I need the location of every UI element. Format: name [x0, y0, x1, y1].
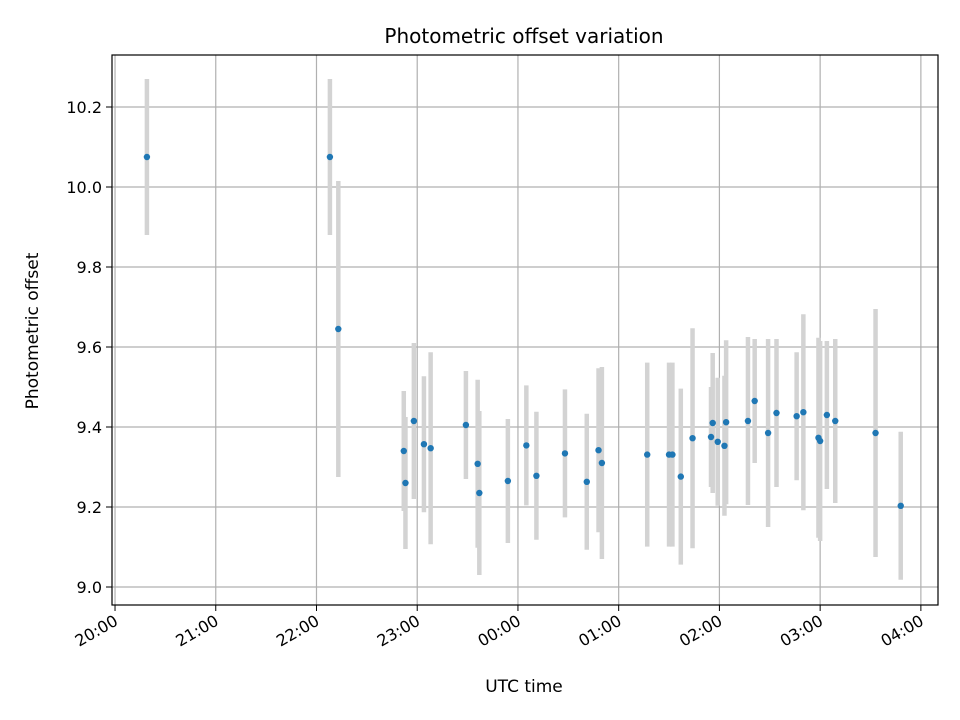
data-point	[476, 489, 483, 497]
data-point	[583, 478, 590, 485]
data-point	[793, 413, 800, 420]
x-tick-label: 03:00	[777, 611, 826, 651]
data-point	[598, 459, 606, 467]
x-tick-label: 02:00	[676, 611, 725, 651]
data-point	[427, 445, 434, 452]
data-point	[474, 460, 481, 467]
data-point	[420, 441, 428, 448]
data-point	[823, 411, 831, 419]
x-tick-label: 00:00	[475, 611, 524, 651]
error-bars	[144, 79, 903, 580]
data-point	[773, 409, 780, 417]
data-point	[832, 417, 839, 425]
x-axis-label: UTC time	[485, 677, 563, 697]
y-axis-label: Photometric offset	[23, 252, 43, 409]
data-point	[744, 417, 752, 425]
x-tick-label: 21:00	[172, 611, 221, 651]
data-point	[764, 429, 772, 437]
plot-frame	[111, 54, 939, 606]
y-tick-label: 9.4	[77, 418, 102, 437]
data-point	[751, 397, 758, 405]
x-tick-label: 04:00	[877, 611, 926, 651]
y-tick-label: 9.2	[77, 498, 102, 517]
data-point	[689, 435, 696, 442]
chart-title: Photometric offset variation	[384, 24, 663, 48]
data-point	[533, 472, 540, 479]
data-point	[410, 417, 418, 425]
data-point	[504, 477, 512, 485]
data-point	[669, 451, 676, 458]
grid	[112, 55, 938, 605]
y-tick-label: 9.6	[77, 338, 102, 357]
x-axis: 20:00 21:00 22:00 23:00 00:00 01:00 02:00 03:00…	[72, 605, 927, 651]
data-point	[326, 153, 334, 161]
y-axis: 9.0 9.2 9.4 9.6 9.8 10.0 10.2	[66, 98, 112, 597]
data-point	[800, 409, 807, 416]
data-point	[143, 153, 151, 161]
data-points	[143, 153, 904, 509]
data-point	[335, 325, 342, 333]
y-tick-label: 10.2	[66, 98, 102, 117]
y-tick-label: 9.8	[77, 258, 102, 277]
x-tick-label: 01:00	[575, 611, 624, 651]
data-point	[561, 450, 569, 457]
data-point	[709, 419, 716, 427]
data-point	[644, 451, 651, 458]
x-tick-label: 20:00	[72, 611, 121, 651]
data-point	[523, 442, 530, 449]
data-point	[462, 421, 470, 429]
x-tick-label: 23:00	[374, 611, 423, 651]
data-point	[714, 438, 721, 445]
data-point	[677, 473, 684, 480]
data-point	[872, 429, 879, 437]
data-point	[816, 437, 824, 445]
data-point	[707, 433, 715, 441]
data-point	[722, 419, 730, 426]
data-point	[400, 447, 407, 455]
x-tick-label: 22:00	[273, 611, 322, 651]
y-tick-label: 10.0	[66, 178, 102, 197]
data-point	[402, 479, 409, 487]
y-tick-label: 9.0	[77, 578, 102, 597]
data-point	[721, 442, 728, 449]
data-point	[595, 447, 602, 454]
data-point	[897, 502, 904, 509]
